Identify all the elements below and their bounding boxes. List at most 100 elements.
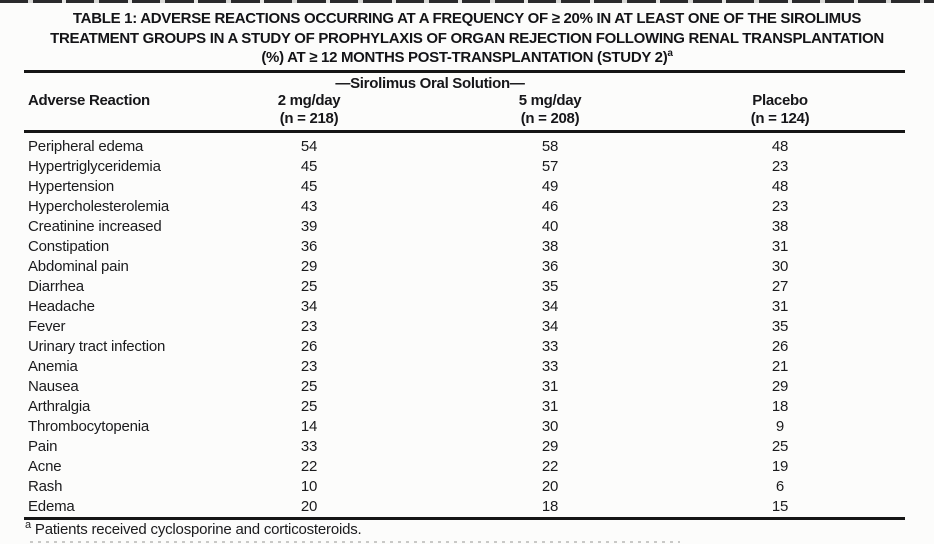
- value-cell: 31: [541, 378, 559, 395]
- table-row: Creatinine increased 39 40 38: [24, 217, 905, 237]
- table-row: Hypercholesterolemia 43 46 23: [24, 197, 905, 217]
- value-cell: 19: [771, 458, 789, 475]
- adverse-reactions-table: —Sirolimus Oral Solution— Adverse Reacti…: [24, 70, 905, 520]
- table-row: Constipation 36 38 31: [24, 237, 905, 257]
- reaction-cell: Arthralgia: [28, 398, 91, 415]
- reaction-cell: Rash: [28, 478, 63, 495]
- table-row: Urinary tract infection 26 33 26: [24, 337, 905, 357]
- value-cell: 29: [541, 438, 559, 455]
- table-title: TABLE 1: ADVERSE REACTIONS OCCURRING AT …: [0, 9, 934, 68]
- value-cell: 26: [771, 338, 789, 355]
- value-cell: 29: [300, 258, 318, 275]
- value-cell: 18: [541, 498, 559, 515]
- reaction-cell: Hypertriglyceridemia: [28, 158, 161, 175]
- value-cell: 40: [541, 218, 559, 235]
- value-cell: 20: [300, 498, 318, 515]
- value-cell: 36: [541, 258, 559, 275]
- header-placebo: Placebo (n = 124): [741, 92, 819, 128]
- value-cell: 34: [541, 298, 559, 315]
- reaction-cell: Pain: [28, 438, 58, 455]
- table-body: Peripheral edema 54 58 48 Hypertriglyceridem…: [24, 133, 905, 517]
- value-cell: 25: [300, 398, 318, 415]
- header-5mg-label: 5 mg/day: [518, 92, 582, 109]
- value-cell: 35: [541, 278, 559, 295]
- table-row: Fever 23 34 35: [24, 317, 905, 337]
- value-cell: 23: [300, 358, 318, 375]
- footnote: a Patients received cyclosporine and cor…: [25, 519, 362, 539]
- value-cell: 31: [771, 238, 789, 255]
- value-cell: 49: [541, 178, 559, 195]
- table-title-line2: TREATMENT GROUPS IN A STUDY OF PROPHYLAX…: [50, 29, 884, 47]
- value-cell: 22: [541, 458, 559, 475]
- table-row: Abdominal pain 29 36 30: [24, 257, 905, 277]
- table-title-line3: (%) AT ≥ 12 MONTHS POST-TRANSPLANTATION …: [0, 48, 934, 68]
- value-cell: 36: [300, 238, 318, 255]
- value-cell: 34: [300, 298, 318, 315]
- value-cell: 33: [300, 438, 318, 455]
- reaction-cell: Diarrhea: [28, 278, 84, 295]
- table-row: Arthralgia 25 31 18: [24, 397, 905, 417]
- table-title-line3-text: (%) AT ≥ 12 MONTHS POST-TRANSPLANTATION …: [261, 49, 668, 66]
- table-row: Nausea 25 31 29: [24, 377, 905, 397]
- table-row: Headache 34 34 31: [24, 297, 905, 317]
- value-cell: 43: [300, 198, 318, 215]
- value-cell: 14: [300, 418, 318, 435]
- table-header-row: Adverse Reaction 2 mg/day (n = 218) 5 mg…: [24, 92, 905, 130]
- reaction-cell: Thrombocytopenia: [28, 418, 150, 435]
- value-cell: 34: [541, 318, 559, 335]
- column-group-row: —Sirolimus Oral Solution—: [24, 73, 905, 92]
- rule-top: [24, 70, 905, 73]
- header-2mg-n: (n = 218): [279, 110, 339, 127]
- header-5mg: 5 mg/day (n = 208): [359, 92, 741, 128]
- value-cell: 27: [771, 278, 789, 295]
- value-cell: 31: [771, 298, 789, 315]
- value-cell: 30: [541, 418, 559, 435]
- cropped-text-artifact-top: [0, 0, 934, 3]
- table-row: Anemia 23 33 21: [24, 357, 905, 377]
- table-title-line1: TABLE 1: ADVERSE REACTIONS OCCURRING AT …: [72, 10, 862, 27]
- value-cell: 57: [541, 158, 559, 175]
- reaction-cell: Headache: [28, 298, 95, 315]
- value-cell: 6: [775, 478, 785, 495]
- table-row: Diarrhea 25 35 27: [24, 277, 905, 297]
- reaction-cell: Peripheral edema: [28, 138, 144, 155]
- value-cell: 33: [541, 358, 559, 375]
- reaction-cell: Anemia: [28, 358, 78, 375]
- cropped-text-artifact-bottom: [30, 541, 680, 543]
- value-cell: 45: [300, 178, 318, 195]
- value-cell: 35: [771, 318, 789, 335]
- header-placebo-label: Placebo: [752, 92, 808, 109]
- header-2mg: 2 mg/day (n = 218): [259, 92, 359, 128]
- value-cell: 26: [300, 338, 318, 355]
- value-cell: 39: [300, 218, 318, 235]
- value-cell: 48: [771, 138, 789, 155]
- table-row: Edema 20 18 15: [24, 497, 905, 517]
- table-row: Peripheral edema 54 58 48: [24, 137, 905, 157]
- reaction-cell: Fever: [28, 318, 66, 335]
- footnote-text: Patients received cyclosporine and corti…: [34, 521, 362, 538]
- table-row: Rash 10 20 6: [24, 477, 905, 497]
- value-cell: 38: [541, 238, 559, 255]
- header-placebo-n: (n = 124): [750, 110, 810, 127]
- value-cell: 18: [771, 398, 789, 415]
- reaction-cell: Constipation: [28, 238, 109, 255]
- reaction-cell: Creatinine increased: [28, 218, 162, 235]
- value-cell: 38: [771, 218, 789, 235]
- value-cell: 25: [300, 278, 318, 295]
- value-cell: 48: [771, 178, 789, 195]
- value-cell: 10: [300, 478, 318, 495]
- value-cell: 23: [771, 198, 789, 215]
- value-cell: 58: [541, 138, 559, 155]
- rule-bottom: [24, 517, 905, 520]
- table-row: Thrombocytopenia 14 30 9: [24, 417, 905, 437]
- reaction-cell: Nausea: [28, 378, 79, 395]
- reaction-cell: Acne: [28, 458, 62, 475]
- header-adverse-reaction: Adverse Reaction: [28, 92, 150, 109]
- table-row: Hypertriglyceridemia 45 57 23: [24, 157, 905, 177]
- footnote-marker: a: [25, 519, 31, 531]
- header-5mg-n: (n = 208): [520, 110, 580, 127]
- header-2mg-label: 2 mg/day: [277, 92, 341, 109]
- table-row: Acne 22 22 19: [24, 457, 905, 477]
- value-cell: 33: [541, 338, 559, 355]
